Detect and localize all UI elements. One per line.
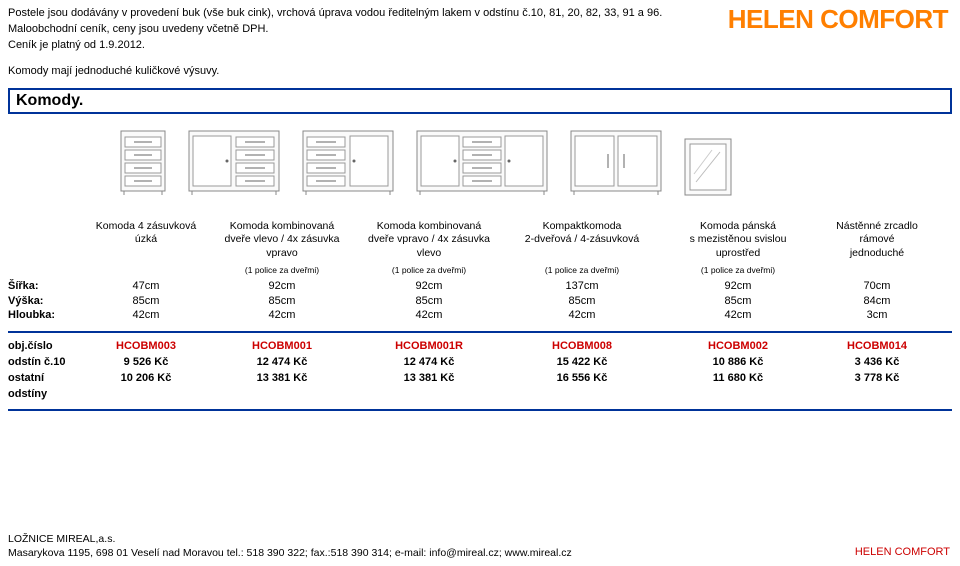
dim-row-width: Šířka: 47cm 92cm 92cm 137cm 92cm 70cm — [8, 279, 952, 294]
dresser-narrow-icon — [120, 130, 166, 196]
illus-2 — [188, 130, 280, 196]
product-notes-row: (1 police za dveřmi) (1 police za dveřmi… — [8, 261, 952, 279]
product-name-5: Komoda pánská s mezistěnou svislou upros… — [664, 218, 812, 261]
illustration-row — [0, 114, 960, 204]
footer-brand: HELEN COMFORT — [855, 545, 950, 560]
dresser-two-door-icon — [570, 130, 662, 196]
dim-row-depth: Hloubka: 42cm 42cm 42cm 42cm 42cm 3cm — [8, 308, 952, 323]
dim-row-height: Výška: 85cm 85cm 85cm 85cm 85cm 84cm — [8, 294, 952, 309]
illus-1 — [120, 130, 166, 196]
dresser-combo-left-icon — [188, 130, 280, 196]
product-names-row: Komoda 4 zásuvková úzká Komoda kombinova… — [8, 218, 952, 261]
header-line-3: Ceník je platný od 1.9.2012. — [8, 38, 952, 54]
product-name-3: Komoda kombinovaná dveře vpravo / 4x zás… — [358, 218, 500, 261]
footer-line-1: LOŽNICE MIREAL,a.s. — [8, 532, 952, 546]
obj-row: obj.číslo HCOBM003 HCOBM001 HCOBM001R HC… — [8, 339, 952, 355]
illus-5 — [570, 130, 662, 196]
product-name-6: Nástěnné zrcadlo rámové jednoduché — [818, 218, 936, 261]
price-row-2: ostatní odstíny 10 206 Kč 13 381 Kč 13 3… — [8, 371, 952, 403]
brand-title: HELEN COMFORT — [728, 4, 948, 35]
spec-block: Komoda 4 zásuvková úzká Komoda kombinova… — [8, 208, 952, 333]
illus-6 — [684, 138, 732, 196]
illus-3 — [302, 130, 394, 196]
price-row-1: odstín č.10 9 526 Kč 12 474 Kč 12 474 Kč… — [8, 355, 952, 371]
mirror-icon — [684, 138, 732, 196]
product-name-1: Komoda 4 zásuvková úzká — [86, 218, 206, 261]
product-name-2: Komoda kombinovaná dveře vlevo / 4x zásu… — [212, 218, 352, 261]
dresser-compact-icon — [416, 130, 548, 196]
section-title: Komody. — [8, 88, 952, 114]
header-line-4: Komody mají jednoduché kuličkové výsuvy. — [8, 64, 952, 80]
product-name-4: Kompaktkomoda 2-dveřová / 4-zásuvková — [506, 218, 658, 261]
footer-line-2: Masarykova 1195, 698 01 Veselí nad Morav… — [8, 546, 952, 560]
price-block: obj.číslo HCOBM003 HCOBM001 HCOBM001R HC… — [8, 333, 952, 411]
footer: LOŽNICE MIREAL,a.s. Masarykova 1195, 698… — [8, 532, 952, 560]
dresser-combo-right-icon — [302, 130, 394, 196]
illus-4 — [416, 130, 548, 196]
